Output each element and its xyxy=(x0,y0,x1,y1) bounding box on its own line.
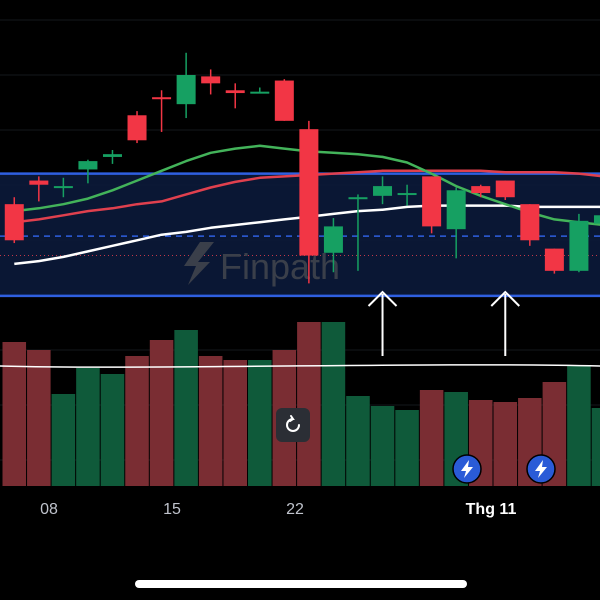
volume-bar xyxy=(76,368,100,486)
volume-bar xyxy=(51,394,76,486)
candle xyxy=(29,176,49,202)
volume-bar xyxy=(493,402,518,486)
candle xyxy=(274,79,294,121)
reset-button[interactable] xyxy=(276,408,310,442)
candle-body xyxy=(348,197,368,200)
candle-body xyxy=(102,154,122,157)
candle xyxy=(225,83,245,109)
volume-bar xyxy=(174,330,198,486)
x-tick-label: 15 xyxy=(163,501,181,518)
x-axis: 08 15 22 Thg 11 xyxy=(40,501,516,518)
watermark: Finpath xyxy=(184,242,340,287)
candle-body xyxy=(520,204,540,241)
candle-body xyxy=(176,75,196,105)
candle-body xyxy=(127,115,147,141)
candle-body xyxy=(495,180,515,198)
volume-bar xyxy=(198,356,223,486)
volume-bar xyxy=(346,396,370,486)
candle-body xyxy=(373,186,393,196)
x-tick-label: Thg 11 xyxy=(466,501,517,518)
volume-bar xyxy=(297,322,321,486)
candle xyxy=(495,180,515,200)
candle xyxy=(471,184,491,198)
up-arrow-icon xyxy=(367,290,398,356)
volume-bar xyxy=(27,350,51,486)
candle-body xyxy=(299,129,319,256)
volume-bar xyxy=(223,360,247,486)
candle-body xyxy=(152,97,172,100)
up-arrow-icon xyxy=(490,290,520,356)
candle xyxy=(152,90,172,132)
ma-white-line xyxy=(14,204,600,266)
candle xyxy=(569,213,589,273)
candle-body xyxy=(569,220,589,271)
candle-body xyxy=(4,204,24,241)
candle xyxy=(299,120,319,284)
volume-bar xyxy=(248,360,272,486)
candle-body xyxy=(323,226,343,253)
candle-body xyxy=(397,193,417,196)
volume-bar xyxy=(370,406,395,486)
candle xyxy=(422,176,442,234)
volume-bar xyxy=(125,356,149,486)
volume-bar xyxy=(567,366,591,486)
candles xyxy=(4,52,600,284)
candle-body xyxy=(250,91,270,94)
finpath-logo-icon xyxy=(184,242,214,285)
home-indicator[interactable] xyxy=(135,580,467,588)
volume-bar xyxy=(591,408,600,486)
candle xyxy=(348,194,368,271)
signal-arrows xyxy=(367,290,520,356)
candle xyxy=(102,150,122,164)
candle xyxy=(250,87,270,94)
arrow-head xyxy=(367,290,398,307)
candle-body xyxy=(544,248,564,271)
ma-green-line xyxy=(14,144,600,226)
candle-body xyxy=(201,76,221,84)
volume-bar xyxy=(149,340,174,486)
candle xyxy=(323,218,343,273)
candle-body xyxy=(53,186,73,189)
lightning-icon xyxy=(535,460,547,478)
candle-body xyxy=(593,215,600,224)
moving-averages xyxy=(14,144,600,266)
event-badges xyxy=(452,454,556,484)
lightning-badge-icon xyxy=(526,454,556,484)
volume-bar xyxy=(395,410,419,486)
ma-red-line xyxy=(14,169,600,224)
candle xyxy=(176,52,196,119)
volume-bar xyxy=(2,342,27,486)
lightning-badge-icon xyxy=(452,454,482,484)
candle xyxy=(397,184,417,206)
candle xyxy=(127,111,147,144)
candle xyxy=(446,187,466,259)
candle-body xyxy=(422,176,442,227)
candle xyxy=(4,197,24,244)
candle-body xyxy=(225,90,245,94)
lightning-icon xyxy=(461,460,473,478)
candle-body xyxy=(29,180,49,185)
candle-body xyxy=(274,80,294,121)
candle xyxy=(593,215,600,224)
candle xyxy=(373,176,393,205)
candle xyxy=(53,177,73,198)
volume-bar xyxy=(419,390,444,486)
watermark-text: Finpath xyxy=(220,246,340,287)
x-tick-label: 22 xyxy=(286,501,304,518)
volume-bar xyxy=(321,322,346,486)
candle xyxy=(520,204,540,246)
candle-body xyxy=(471,186,491,194)
candle-body xyxy=(446,190,466,230)
reset-icon xyxy=(286,415,300,432)
x-tick-label: 08 xyxy=(40,501,58,518)
volume-bar xyxy=(100,374,125,486)
candle xyxy=(78,159,98,184)
volume-moving-average xyxy=(0,364,600,368)
candle-body xyxy=(78,161,98,170)
candle xyxy=(201,69,221,95)
candle xyxy=(544,248,564,274)
arrow-head xyxy=(490,290,520,307)
